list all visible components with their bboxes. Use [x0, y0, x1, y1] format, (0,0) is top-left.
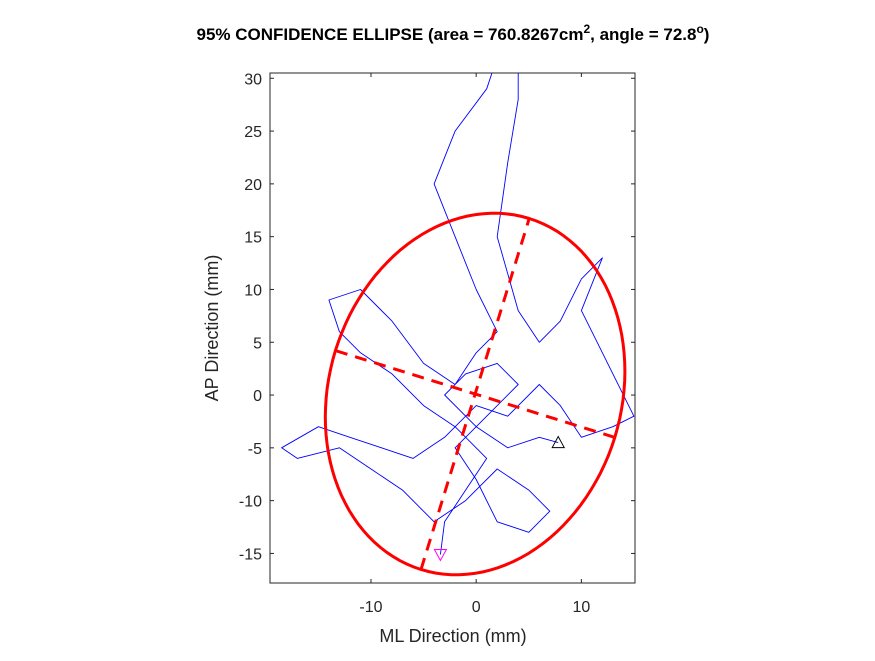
- y-tick-label: 15: [244, 230, 262, 247]
- y-tick-label: -5: [248, 441, 262, 458]
- title-part: , angle = 72.8: [590, 25, 696, 44]
- end-marker: [551, 435, 566, 449]
- y-axis-label: AP Direction (mm): [202, 255, 222, 402]
- x-tick-label: 0: [472, 599, 481, 616]
- y-tick-label: 20: [244, 177, 262, 194]
- trajectory: [281, 73, 635, 555]
- chart-title: 95% CONFIDENCE ELLIPSE (area = 760.8267c…: [197, 22, 710, 44]
- y-tick-label: -10: [239, 494, 262, 511]
- x-axis-label: ML Direction (mm): [379, 626, 526, 646]
- title-part: ): [704, 25, 710, 44]
- plot-frame: [269, 72, 636, 584]
- y-tick-label: 5: [253, 335, 262, 352]
- x-tick-label: 10: [572, 599, 590, 616]
- start-marker: [433, 548, 448, 562]
- title-part: 2: [583, 22, 590, 36]
- y-tick-label: -15: [239, 546, 262, 563]
- y-tick-label: 25: [244, 124, 262, 141]
- y-tick-label: 0: [253, 388, 262, 405]
- y-tick-label: 30: [244, 71, 262, 88]
- minor-axis: [334, 349, 616, 439]
- title-part: 95% CONFIDENCE ELLIPSE (area = 760.8267c…: [197, 25, 584, 44]
- plot-area: [281, 73, 635, 577]
- x-tick-label: -10: [359, 599, 382, 616]
- title-part: o: [696, 22, 703, 36]
- y-tick-label: 10: [244, 282, 262, 299]
